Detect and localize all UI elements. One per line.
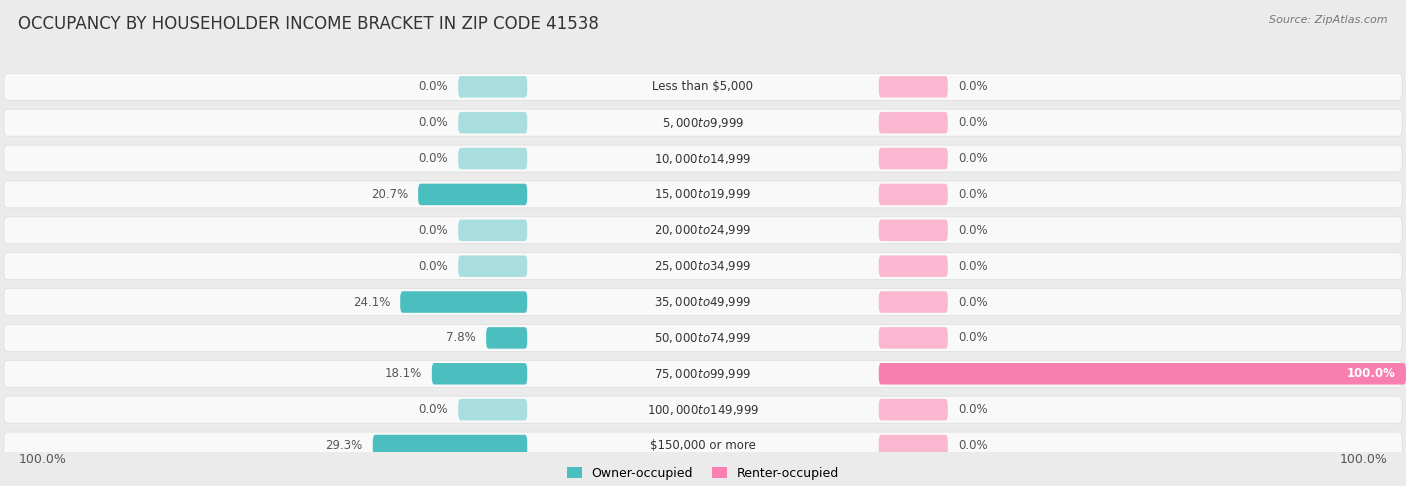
FancyBboxPatch shape — [879, 399, 948, 420]
Text: 100.0%: 100.0% — [1347, 367, 1396, 380]
Text: $5,000 to $9,999: $5,000 to $9,999 — [662, 116, 744, 130]
FancyBboxPatch shape — [401, 291, 527, 313]
FancyBboxPatch shape — [4, 325, 1402, 351]
Text: 0.0%: 0.0% — [419, 403, 449, 416]
FancyBboxPatch shape — [486, 327, 527, 348]
FancyBboxPatch shape — [373, 435, 527, 456]
FancyBboxPatch shape — [458, 256, 527, 277]
Text: 20.7%: 20.7% — [371, 188, 408, 201]
FancyBboxPatch shape — [879, 184, 948, 205]
Text: 0.0%: 0.0% — [957, 439, 987, 452]
FancyBboxPatch shape — [879, 76, 948, 98]
Text: 0.0%: 0.0% — [957, 295, 987, 309]
Text: 0.0%: 0.0% — [419, 116, 449, 129]
Text: $25,000 to $34,999: $25,000 to $34,999 — [654, 259, 752, 273]
Legend: Owner-occupied, Renter-occupied: Owner-occupied, Renter-occupied — [567, 467, 839, 480]
FancyBboxPatch shape — [458, 148, 527, 169]
Text: $75,000 to $99,999: $75,000 to $99,999 — [654, 367, 752, 381]
Text: 0.0%: 0.0% — [957, 152, 987, 165]
Text: 24.1%: 24.1% — [353, 295, 389, 309]
Text: 0.0%: 0.0% — [419, 80, 449, 93]
Text: 0.0%: 0.0% — [957, 188, 987, 201]
FancyBboxPatch shape — [458, 76, 527, 98]
FancyBboxPatch shape — [4, 217, 1402, 244]
Text: 0.0%: 0.0% — [419, 224, 449, 237]
FancyBboxPatch shape — [879, 363, 1406, 384]
FancyBboxPatch shape — [879, 435, 948, 456]
Text: 29.3%: 29.3% — [325, 439, 363, 452]
FancyBboxPatch shape — [4, 181, 1402, 208]
Text: $100,000 to $149,999: $100,000 to $149,999 — [647, 403, 759, 417]
FancyBboxPatch shape — [879, 112, 948, 134]
Text: 0.0%: 0.0% — [957, 260, 987, 273]
Text: 0.0%: 0.0% — [957, 80, 987, 93]
Text: $15,000 to $19,999: $15,000 to $19,999 — [654, 188, 752, 201]
FancyBboxPatch shape — [458, 399, 527, 420]
FancyBboxPatch shape — [4, 253, 1402, 279]
Text: $150,000 or more: $150,000 or more — [650, 439, 756, 452]
FancyBboxPatch shape — [4, 73, 1402, 100]
FancyBboxPatch shape — [879, 327, 948, 348]
Text: OCCUPANCY BY HOUSEHOLDER INCOME BRACKET IN ZIP CODE 41538: OCCUPANCY BY HOUSEHOLDER INCOME BRACKET … — [18, 15, 599, 33]
FancyBboxPatch shape — [458, 112, 527, 134]
FancyBboxPatch shape — [879, 148, 948, 169]
Text: 0.0%: 0.0% — [957, 224, 987, 237]
Text: 100.0%: 100.0% — [1340, 453, 1388, 466]
Text: 0.0%: 0.0% — [957, 403, 987, 416]
FancyBboxPatch shape — [879, 291, 948, 313]
FancyBboxPatch shape — [458, 220, 527, 241]
Text: 0.0%: 0.0% — [957, 331, 987, 345]
FancyBboxPatch shape — [4, 432, 1402, 459]
Text: 18.1%: 18.1% — [384, 367, 422, 380]
Text: 100.0%: 100.0% — [18, 453, 66, 466]
FancyBboxPatch shape — [4, 396, 1402, 423]
Text: 0.0%: 0.0% — [419, 260, 449, 273]
Text: Source: ZipAtlas.com: Source: ZipAtlas.com — [1270, 15, 1388, 25]
FancyBboxPatch shape — [4, 289, 1402, 315]
Text: 0.0%: 0.0% — [419, 152, 449, 165]
FancyBboxPatch shape — [432, 363, 527, 384]
FancyBboxPatch shape — [879, 256, 948, 277]
Text: 0.0%: 0.0% — [957, 116, 987, 129]
FancyBboxPatch shape — [4, 360, 1402, 387]
Text: 7.8%: 7.8% — [446, 331, 477, 345]
Text: $20,000 to $24,999: $20,000 to $24,999 — [654, 223, 752, 237]
Text: Less than $5,000: Less than $5,000 — [652, 80, 754, 93]
FancyBboxPatch shape — [4, 109, 1402, 136]
Text: $10,000 to $14,999: $10,000 to $14,999 — [654, 152, 752, 166]
Text: $35,000 to $49,999: $35,000 to $49,999 — [654, 295, 752, 309]
FancyBboxPatch shape — [418, 184, 527, 205]
FancyBboxPatch shape — [879, 220, 948, 241]
Text: $50,000 to $74,999: $50,000 to $74,999 — [654, 331, 752, 345]
FancyBboxPatch shape — [4, 145, 1402, 172]
